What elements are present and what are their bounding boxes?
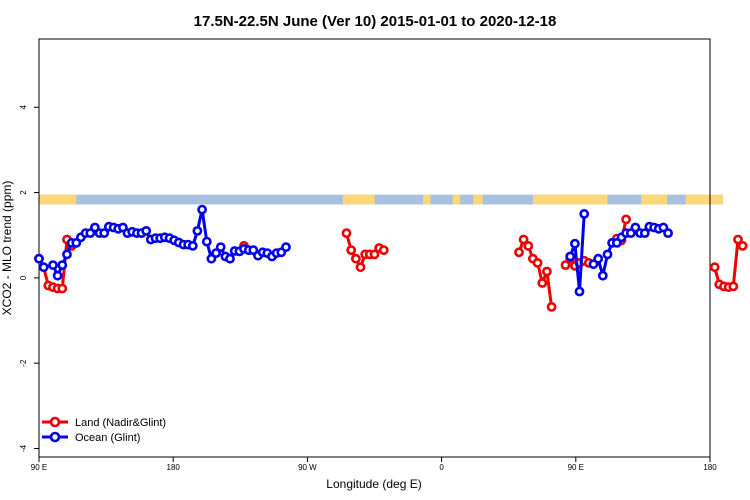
point-land-2-0 <box>341 228 352 238</box>
point-ocean-2-11 <box>639 228 650 238</box>
point-land-3-4 <box>532 257 543 268</box>
point-ocean-2-1 <box>593 253 604 264</box>
point-land-3-7 <box>546 301 557 312</box>
point-ocean-0-3 <box>52 270 63 281</box>
point-land-6-4 <box>728 281 739 292</box>
x-tick-label-1: 180 <box>167 463 181 472</box>
y-tick-label-0: -4 <box>19 444 28 452</box>
x-axis-label: Longitude (deg E) <box>326 477 421 491</box>
point-ocean-0-33 <box>192 225 203 236</box>
point-land-3-0 <box>514 247 524 258</box>
land-span-4 <box>473 194 483 205</box>
point-land-5-2 <box>621 214 631 225</box>
point-land-3-5 <box>537 278 548 288</box>
point-land-2-8 <box>378 245 389 255</box>
point-ocean-0-13 <box>99 228 110 238</box>
x-tick-label-4: 90 E <box>568 463 584 472</box>
land-span-0 <box>39 194 77 205</box>
point-ocean-0-32 <box>187 240 198 251</box>
point-land-6-6 <box>737 240 748 251</box>
land-span-5 <box>532 194 608 205</box>
series-line-ocean-1 <box>568 213 586 293</box>
legend-land-label: Land (Nadir&Glint) <box>75 417 166 429</box>
x-tick-label-5: 180 <box>703 463 717 472</box>
x-tick-label-2: 90 W <box>298 463 317 472</box>
point-ocean-0-1 <box>38 262 49 273</box>
point-ocean-2-3 <box>602 249 613 260</box>
point-ocean-0-38 <box>215 242 226 252</box>
series-layer <box>34 204 748 312</box>
point-ocean-1-3 <box>579 208 590 219</box>
legend-ocean-label: Ocean (Glint) <box>75 432 140 444</box>
point-land-0-5 <box>57 283 68 294</box>
point-ocean-1-2 <box>574 286 585 297</box>
point-land-2-1 <box>346 245 357 255</box>
legend-ocean-marker <box>49 431 61 443</box>
point-ocean-0-5 <box>62 249 72 260</box>
land-span-7 <box>685 194 724 205</box>
legend: Land (Nadir&Glint) Ocean (Glint) <box>42 416 166 444</box>
x-tick-label-3: 0 <box>439 463 444 472</box>
legend-land-marker <box>49 416 61 428</box>
chart-title: 17.5N-22.5N June (Ver 10) 2015-01-01 to … <box>194 13 557 30</box>
point-land-4-0 <box>560 260 571 270</box>
y-tick-label-4: 4 <box>19 104 28 109</box>
point-land-3-6 <box>542 266 552 277</box>
y-tick-label-2: 0 <box>19 275 28 280</box>
x-tick-label-0: 90 E <box>31 463 47 472</box>
point-ocean-2-2 <box>597 270 608 281</box>
point-land-2-3 <box>355 262 366 273</box>
land-ocean-strip <box>39 194 724 205</box>
point-ocean-0-37 <box>211 248 221 258</box>
y-tick-label-1: -2 <box>19 359 28 367</box>
point-land-6-5 <box>733 234 743 245</box>
point-ocean-1-0 <box>565 251 576 262</box>
point-ocean-0-2 <box>48 260 58 270</box>
point-ocean-0-4 <box>57 260 68 270</box>
y-tick-label-3: 2 <box>19 190 28 195</box>
point-ocean-0-35 <box>201 236 212 247</box>
point-land-3-1 <box>518 234 529 245</box>
land-span-3 <box>452 194 461 205</box>
point-ocean-0-22 <box>141 225 152 236</box>
point-land-2-2 <box>350 253 361 264</box>
point-ocean-0-40 <box>225 253 235 264</box>
land-span-1 <box>342 194 375 205</box>
land-span-2 <box>422 194 431 205</box>
point-ocean-0-52 <box>281 242 291 252</box>
point-ocean-2-16 <box>663 228 673 238</box>
point-ocean-1-1 <box>570 238 580 249</box>
point-land-6-0 <box>709 262 720 273</box>
point-land-2-6 <box>369 249 380 260</box>
x-axis: 90 E 180 90 W 0 90 E 180 <box>31 457 717 472</box>
point-ocean-0-34 <box>197 204 207 215</box>
point-land-3-2 <box>523 240 534 251</box>
y-axis-label: XCO2 - MLO trend (ppm) <box>0 181 14 316</box>
series-ocean <box>34 204 673 297</box>
point-ocean-0-0 <box>34 253 44 264</box>
y-axis: -4 -2 0 2 4 <box>19 104 39 452</box>
land-span-6 <box>641 194 668 205</box>
plot-frame <box>38 38 711 458</box>
